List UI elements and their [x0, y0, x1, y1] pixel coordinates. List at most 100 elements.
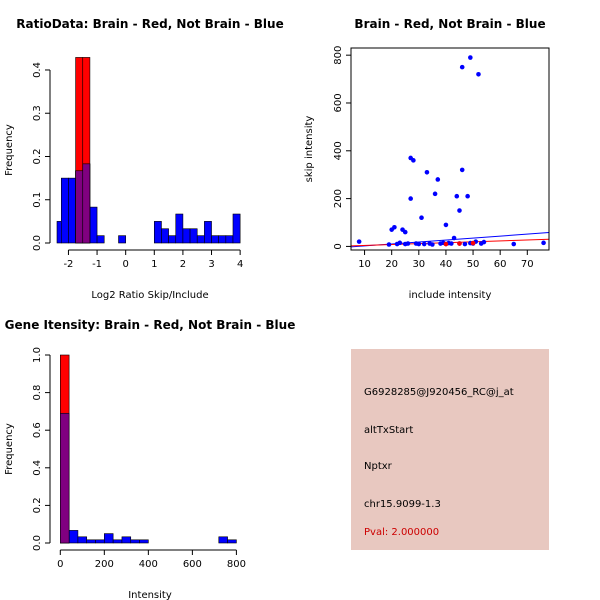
- intensity-y-tick-label: 0.4: [32, 460, 43, 476]
- scatter-point: [416, 241, 422, 247]
- ratio-bar-not-brain: [211, 235, 219, 244]
- scatter-x-tick-label: 50: [467, 259, 480, 270]
- ratio-bar-not-brain: [168, 235, 177, 244]
- scatter-x-label: include intensity: [409, 290, 492, 301]
- scatter-point: [459, 167, 465, 173]
- ratio-x-tick-label: 1: [151, 259, 157, 270]
- ratio-bar-not-brain: [118, 235, 126, 244]
- scatter-y-tick-label: 400: [333, 141, 344, 160]
- scatter-x-tick-label: 70: [521, 259, 534, 270]
- scatter-point: [411, 158, 416, 163]
- scatter-y-tick-label: 800: [333, 46, 344, 65]
- intensity-bar-not-brain: [227, 539, 237, 544]
- ratio-x-label: Log2 Ratio Skip/Include: [91, 290, 208, 301]
- intensity-y-tick-label: 0.8: [32, 385, 43, 401]
- scatter-point: [386, 242, 392, 247]
- intensity-x-label: Intensity: [128, 590, 172, 600]
- scatter-point: [356, 239, 362, 244]
- ratio-bar-not-brain: [225, 235, 234, 244]
- intensity-x-tick-label: 800: [227, 559, 246, 570]
- scatter-point-brain: [470, 240, 476, 246]
- intensity-y-tick-label: 1.0: [32, 347, 43, 363]
- scatter-point: [408, 196, 413, 201]
- ratio-title: RatioData: Brain - Red, Not Brain - Blue: [16, 17, 283, 31]
- ratio-bar-not-brain: [89, 206, 98, 244]
- ratio-bar-not-brain: [96, 235, 105, 244]
- scatter-point: [397, 240, 403, 246]
- ratio-y-tick-label: 0.1: [32, 192, 43, 208]
- scatter-point: [392, 224, 397, 230]
- intensity-x-tick-label: 0: [57, 559, 63, 570]
- ratio-bar-not-brain: [68, 177, 76, 244]
- scatter-point: [443, 222, 449, 228]
- scatter-point: [476, 71, 481, 77]
- scatter-point: [402, 229, 408, 235]
- scatter-point-brain: [457, 241, 462, 246]
- gene-name: Nptxr: [364, 461, 392, 472]
- intensity-y-tick-label: 0.0: [32, 535, 43, 551]
- scatter-point: [454, 193, 460, 199]
- scatter-point: [419, 215, 424, 221]
- intensity-bar-not-brain: [112, 539, 123, 544]
- scatter-x-tick-label: 20: [385, 259, 398, 270]
- genomic-location: chr15.9099-1.3: [364, 499, 441, 510]
- ratio-bar-not-brain: [189, 228, 198, 244]
- scatter-point: [421, 241, 427, 247]
- scatter-x-tick-label: 30: [412, 259, 425, 270]
- scatter-y-tick-label: 200: [333, 189, 344, 208]
- ratio-bar-not-brain: [182, 228, 191, 244]
- scatter-point: [468, 55, 473, 60]
- ratio-bar-not-brain: [204, 221, 212, 244]
- scatter-point: [424, 170, 430, 175]
- ratio-bar-not-brain: [196, 235, 205, 244]
- intensity-bar-not-brain: [77, 536, 88, 544]
- scatter-plot-box: [350, 47, 550, 251]
- intensity-bar-not-brain: [218, 536, 228, 544]
- scatter-point-brain: [443, 241, 449, 247]
- scatter-point: [457, 208, 462, 213]
- ratio-bar-not-brain: [60, 177, 69, 244]
- scatter-y-tick-label: 600: [333, 93, 344, 112]
- scatter-y-tick-label: 0: [333, 243, 344, 249]
- scatter-point: [451, 235, 457, 241]
- ratio-bar-not-brain: [153, 221, 162, 244]
- ratio-x-tick-label: 3: [208, 259, 214, 270]
- ratio-y-tick-label: 0.4: [32, 62, 43, 78]
- intensity-bar-not-brain: [121, 536, 132, 544]
- scatter-title: Brain - Red, Not Brain - Blue: [354, 17, 545, 31]
- scatter-point: [405, 241, 411, 246]
- scatter-point: [541, 240, 546, 246]
- scatter-point: [465, 193, 470, 199]
- ratio-bar-not-brain: [232, 213, 241, 244]
- probe-id: G6928285@J920456_RC@j_at: [364, 387, 514, 398]
- scatter-point: [459, 64, 465, 70]
- ratio-bar-not-brain: [218, 235, 227, 244]
- intensity-bar-not-brain: [130, 539, 140, 544]
- ratio-x-tick-label: -2: [63, 259, 73, 270]
- scatter-point: [432, 191, 438, 197]
- ratio-bar-not-brain: [161, 228, 169, 244]
- ratio-bar-overlap: [82, 163, 91, 244]
- ratio-x-tick-label: -1: [92, 259, 102, 270]
- scatter-point: [511, 241, 517, 247]
- intensity-bar-not-brain: [95, 539, 105, 544]
- scatter-point: [462, 241, 468, 247]
- scatter-x-tick-label: 60: [494, 259, 507, 270]
- ratio-bar-overlap: [75, 170, 84, 244]
- ratio-x-tick-label: 2: [180, 259, 186, 270]
- ratio-y-label: Frequency: [4, 124, 15, 176]
- scatter-x-tick-label: 10: [358, 259, 371, 270]
- intensity-y-label: Frequency: [4, 423, 15, 475]
- ratio-bar-not-brain: [56, 221, 62, 244]
- intensity-y-tick-label: 0.6: [32, 422, 43, 438]
- intensity-bar-overlap: [60, 412, 70, 544]
- ratio-y-tick-label: 0.0: [32, 235, 43, 251]
- intensity-y-tick-label: 0.2: [32, 497, 43, 513]
- gene-info-panel: G6928285@J920456_RC@j_at altTxStart Nptx…: [351, 349, 549, 550]
- scatter-point: [449, 241, 454, 246]
- intensity-x-tick-label: 200: [95, 559, 114, 570]
- scatter-point: [430, 242, 435, 247]
- ratio-bar-not-brain: [175, 213, 184, 244]
- intensity-x-tick-label: 600: [183, 559, 202, 570]
- ratio-y-tick-label: 0.2: [32, 149, 43, 165]
